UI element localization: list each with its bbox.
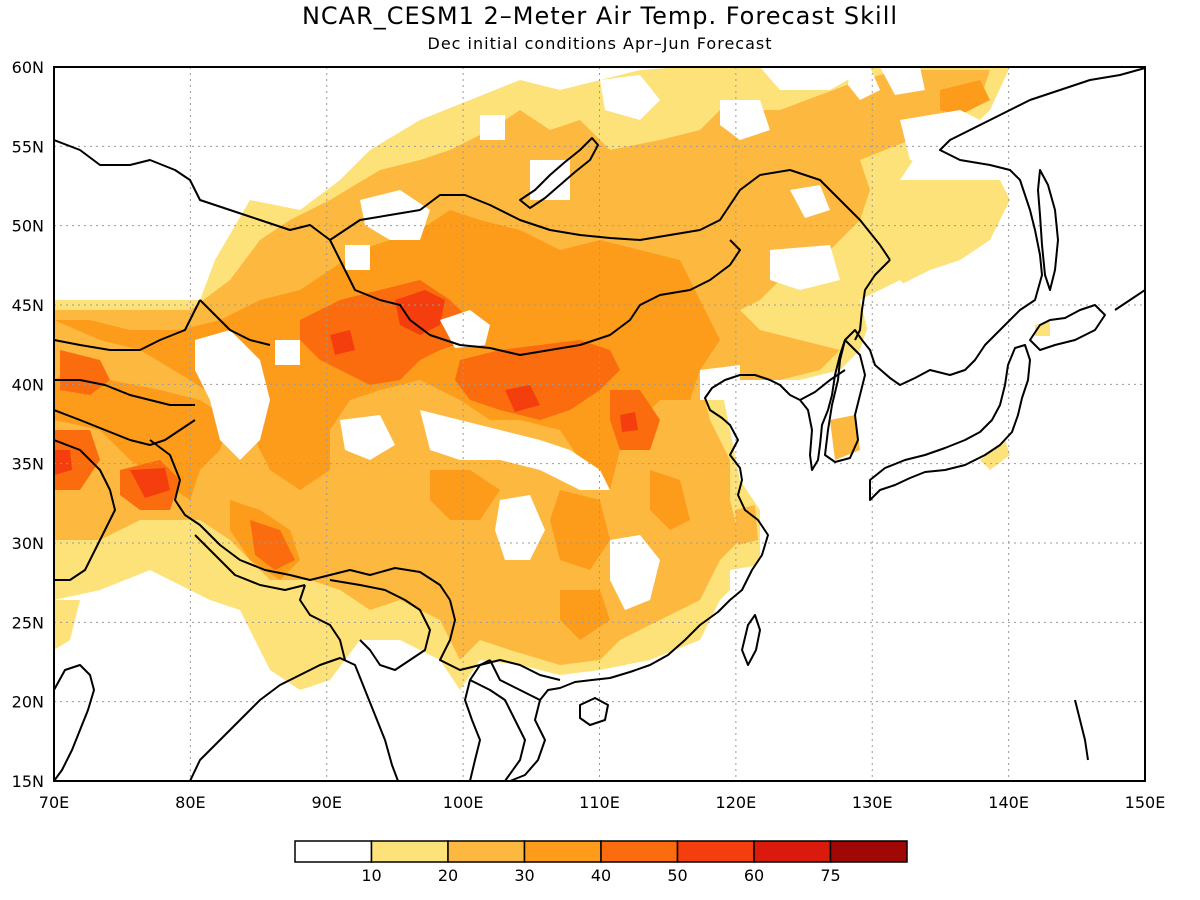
longitude-tick-label: 150E (1125, 793, 1166, 812)
coastline-bengal-east (189, 657, 399, 781)
coastline-bengal (54, 664, 95, 781)
skill-below-10 (195, 67, 1000, 620)
colorbar-label: 40 (591, 866, 611, 885)
longitude-tick-label: 90E (312, 793, 342, 812)
coastline-kurils (1074, 699, 1089, 761)
coastline-sakhalin (1037, 169, 1059, 291)
border-myanmar (299, 584, 561, 681)
colorbar-label: 60 (744, 866, 764, 885)
plot-frame (53, 66, 1146, 782)
border-central-asia (54, 299, 201, 406)
colorbar-swatch (447, 840, 526, 863)
latitude-tick-label: 20N (12, 693, 44, 712)
border-russia-mongolia (329, 169, 891, 261)
coastline-mainland (509, 67, 1145, 781)
colorbar-swatch (753, 840, 832, 863)
coastline-taiwan (741, 614, 761, 666)
longitude-tick-label: 100E (443, 793, 484, 812)
coastline-japan (869, 344, 1031, 501)
colorbar: 10 20 30 40 50 60 75 (294, 840, 908, 885)
longitude-tick-label: 70E (39, 793, 69, 812)
border-india-china (149, 439, 451, 601)
border-nepal (194, 534, 306, 591)
map-title: NCAR_CESM1 2–Meter Air Temp. Forecast Sk… (301, 2, 899, 30)
colorbar-label: 50 (667, 866, 687, 885)
longitude-tick-label: 80E (175, 793, 205, 812)
coastline-hainan (579, 697, 609, 726)
colorbar-label: 75 (820, 866, 840, 885)
latitude-tick-label: 40N (12, 375, 44, 394)
longitude-tick-label: 110E (579, 793, 620, 812)
skill-level-50-60 (54, 290, 638, 498)
longitude-tick-label: 120E (716, 793, 757, 812)
latitude-tick-label: 50N (12, 217, 44, 236)
latitude-labels: 15N 20N 25N 30N 35N 40N 45N 50N 55N 60N (12, 58, 44, 791)
border-mongolia-china (329, 239, 741, 356)
colorbar-swatch (523, 840, 602, 863)
colorbar-label: 10 (361, 866, 381, 885)
latitude-tick-label: 25N (12, 613, 44, 632)
latitude-tick-label: 55N (12, 137, 44, 156)
border-ne-india (329, 579, 431, 671)
lake-baikal (519, 137, 599, 209)
latitude-tick-label: 15N (12, 772, 44, 791)
colorbar-label: 30 (514, 866, 534, 885)
map-subtitle: Dec initial conditions Apr–Jun Forecast (427, 34, 773, 53)
border-afghanistan-pakistan (54, 439, 116, 581)
graticule (54, 67, 1145, 781)
longitude-tick-label: 130E (852, 793, 893, 812)
latitude-tick-label: 30N (12, 534, 44, 553)
country-borders (54, 139, 891, 781)
coastline-okhotsk (1114, 289, 1145, 311)
coastlines (54, 67, 1145, 781)
colorbar-swatch (829, 840, 908, 863)
border-korea (799, 369, 846, 401)
border-russia-kazakhstan (54, 139, 331, 241)
border-indochina (469, 659, 541, 781)
longitude-tick-label: 140E (988, 793, 1029, 812)
skill-shading (54, 67, 1050, 690)
latitude-tick-label: 45N (12, 296, 44, 315)
colorbar-swatch (676, 840, 755, 863)
border-tajikistan (54, 409, 196, 446)
coastline-hokkaido (1029, 304, 1106, 351)
latitude-tick-label: 60N (12, 58, 44, 77)
longitude-labels: 70E 80E 90E 100E 110E 120E 130E 140E 150E (39, 793, 1166, 812)
colorbar-swatch (600, 840, 679, 863)
latitude-tick-label: 35N (12, 455, 44, 474)
coastline-korea (824, 339, 866, 463)
colorbar-swatch (370, 840, 449, 863)
border-china-northeast (854, 259, 891, 341)
colorbar-label: 20 (438, 866, 458, 885)
colorbar-swatch (294, 840, 373, 863)
border-kazakhstan-china (199, 299, 271, 346)
coastline-indochina (464, 659, 491, 781)
